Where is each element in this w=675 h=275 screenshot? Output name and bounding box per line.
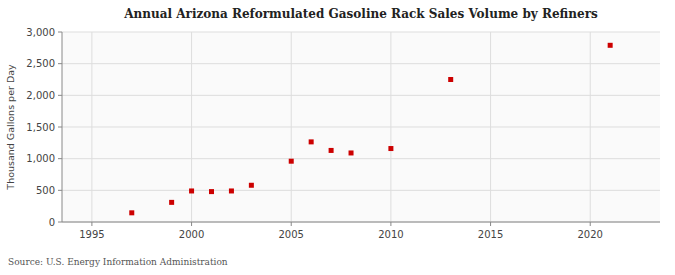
y-tick (58, 190, 62, 191)
page: {"chart_data": {"type": "scatter", "titl… (0, 0, 675, 275)
x-grid-line (390, 32, 391, 222)
y-grid-line (62, 158, 660, 159)
x-tick (590, 222, 591, 226)
y-tick-label: 0 (49, 217, 55, 228)
x-tick (291, 222, 292, 226)
point (309, 139, 314, 144)
x-tick-label: 2005 (279, 229, 304, 240)
x-grid-line (91, 32, 92, 222)
x-grid-line (191, 32, 192, 222)
point (249, 183, 254, 188)
point (329, 148, 334, 153)
title: Annual Arizona Reformulated Gasoline Rac… (123, 7, 598, 21)
y-tick-label: 500 (36, 185, 55, 196)
axes: 0 500 1,000 1,500 2,000 2,500 3,000 1995 2000 200… (26, 27, 660, 241)
point (289, 159, 294, 164)
y-tick-label: 1,500 (26, 122, 55, 133)
point (129, 210, 134, 215)
x-tick-label: 2010 (378, 229, 403, 240)
y-tick (58, 127, 62, 128)
y-grid-line (62, 190, 660, 191)
x-tick-label: 2020 (578, 229, 603, 240)
x-tick (191, 222, 192, 226)
x-tick-label: 1995 (79, 229, 104, 240)
source-note: Source: U.S. Energy Information Administ… (8, 257, 228, 267)
x-grid-line (291, 32, 292, 222)
y-tick (58, 63, 62, 64)
y-grid-line (62, 63, 660, 64)
y-grid-line (62, 222, 660, 223)
point (349, 150, 354, 155)
point (388, 146, 393, 151)
point (169, 200, 174, 205)
y-tick (58, 158, 62, 159)
plot-area (62, 32, 660, 222)
y-grid-line (62, 127, 660, 128)
y-tick (58, 32, 62, 33)
x-grid-line (490, 32, 491, 222)
grid (62, 32, 660, 222)
chart-svg: 0 500 1,000 1,500 2,000 2,500 3,000 1995 2000 200… (0, 0, 675, 275)
points (129, 43, 612, 216)
chart-container: 0 500 1,000 1,500 2,000 2,500 3,000 1995 2000 200… (0, 0, 675, 275)
point (189, 188, 194, 193)
point (448, 77, 453, 82)
point (209, 189, 214, 194)
x-axis-line (62, 222, 660, 223)
y-tick (58, 95, 62, 96)
y-axis-line (62, 32, 63, 222)
x-grid-line (590, 32, 591, 222)
x-tick-label: 2015 (478, 229, 503, 240)
y-tick-label: 2,000 (26, 90, 55, 101)
y-tick-label: 2,500 (26, 58, 55, 69)
y-grid-line (62, 95, 660, 96)
x-tick (490, 222, 491, 226)
point (229, 188, 234, 193)
x-tick (91, 222, 92, 226)
background (0, 0, 675, 275)
y-grid-line (62, 32, 660, 33)
point (608, 43, 613, 48)
y-tick (58, 222, 62, 223)
y-tick-label: 1,000 (26, 153, 55, 164)
x-tick-label: 2000 (179, 229, 204, 240)
y-axis-label: Thousand Gallons per Day (5, 64, 16, 191)
y-tick-label: 3,000 (26, 27, 55, 38)
x-tick (390, 222, 391, 226)
